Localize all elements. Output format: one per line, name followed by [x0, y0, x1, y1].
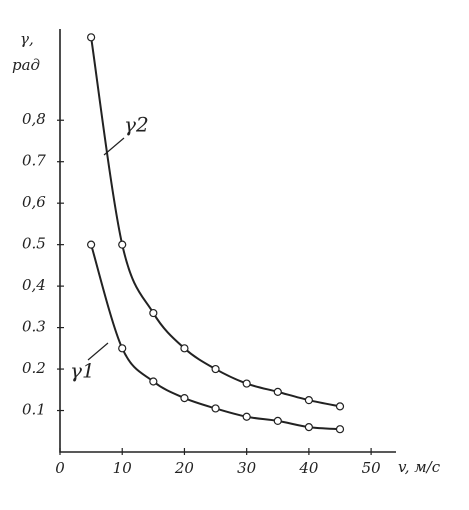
- y-tick-label: 0,8: [22, 110, 46, 128]
- data-point: [273, 416, 282, 425]
- y-tick-label: 0.3: [22, 318, 46, 336]
- data-point: [304, 423, 313, 432]
- data-point: [304, 396, 313, 405]
- x-tick-label: 0: [55, 459, 65, 477]
- axes: [59, 29, 396, 453]
- x-tick-label: 20: [174, 459, 195, 477]
- x-tick-label: 50: [362, 459, 382, 477]
- data-point: [273, 387, 282, 396]
- leader: [87, 342, 109, 361]
- y-axis-unit: рад: [12, 56, 40, 74]
- data-point: [180, 344, 189, 353]
- leader: [103, 137, 125, 156]
- y-axis-label: γ,: [20, 30, 34, 48]
- data-point: [242, 412, 251, 421]
- data-point: [118, 344, 127, 353]
- data-point: [87, 240, 96, 249]
- curve: [90, 37, 341, 408]
- data-point: [149, 377, 158, 386]
- data-point: [335, 402, 345, 411]
- data-point: [335, 425, 345, 434]
- y-tick-label: 0,4: [22, 276, 46, 294]
- x-tick-label: 30: [237, 459, 257, 477]
- y-tick-label: 0,6: [22, 193, 46, 211]
- y-tick-label: 0.1: [22, 401, 46, 419]
- data-point: [118, 240, 127, 249]
- y-tick-label: 0.2: [22, 359, 46, 377]
- x-axis-label: v, м/с: [398, 458, 441, 476]
- data-point: [242, 379, 251, 388]
- data-point: [149, 308, 158, 318]
- data-point: [211, 404, 220, 413]
- y-tick-label: 0.7: [22, 152, 46, 170]
- y-tick-label: 0.5: [22, 235, 46, 253]
- data-point: [211, 364, 220, 374]
- series-label: γ1: [70, 359, 95, 383]
- data-point: [180, 393, 189, 403]
- x-tick-label: 40: [298, 459, 319, 477]
- x-tick-label: 10: [113, 459, 133, 477]
- data-point: [87, 33, 96, 42]
- curve: [90, 244, 341, 431]
- series-label: γ2: [124, 113, 149, 137]
